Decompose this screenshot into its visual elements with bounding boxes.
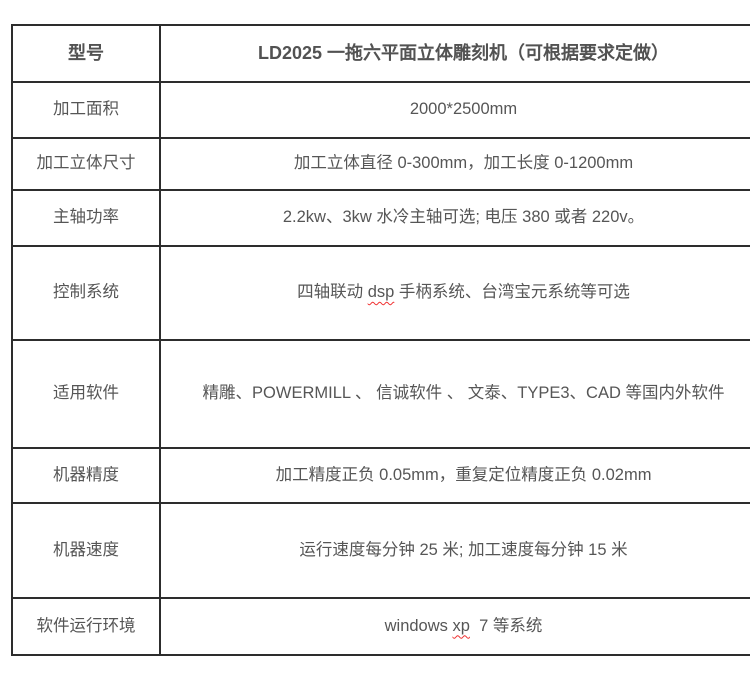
row-value-precision: 加工精度正负 0.05mm，重复定位精度正负 0.02mm [159, 447, 750, 504]
table-row-work-area: 加工面积 2000*2500mm [11, 81, 750, 139]
row-value-text: 加工精度正负 0.05mm，重复定位精度正负 0.02mm [275, 465, 652, 484]
model-title-cell: LD2025 一拖六平面立体雕刻机（可根据要求定做） [159, 24, 750, 83]
row-label-text: 软件运行环境 [36, 616, 136, 635]
spellcheck-word: dsp [367, 283, 395, 302]
spellcheck-word: xp [452, 616, 470, 635]
row-value-text: 运行速度每分钟 25 米; 加工速度每分钟 15 米 [299, 540, 628, 559]
row-label-speed: 机器速度 [11, 502, 161, 599]
table-row-software: 适用软件 精雕、POWERMILL 、 信诚软件 、 文泰、TYPE3、CAD … [11, 339, 750, 449]
row-label-text: 加工面积 [53, 100, 119, 119]
row-label-text: 适用软件 [53, 384, 119, 403]
row-label-text: 机器速度 [53, 540, 119, 559]
table-row-os-environment: 软件运行环境 windows xp 7 等系统 [11, 597, 750, 656]
row-value-spindle-power: 2.2kw、3kw 水冷主轴可选; 电压 380 或者 220v。 [159, 189, 750, 247]
row-label-text: 加工立体尺寸 [36, 154, 136, 173]
row-label-3d-size: 加工立体尺寸 [11, 137, 161, 191]
row-value-speed: 运行速度每分钟 25 米; 加工速度每分钟 15 米 [159, 502, 750, 599]
row-label-work-area: 加工面积 [11, 81, 161, 139]
machine-spec-table: 型号 LD2025 一拖六平面立体雕刻机（可根据要求定做） 加工面积 2000*… [11, 24, 750, 656]
row-value-text: 加工立体直径 0-300mm，加工长度 0-1200mm [293, 154, 634, 173]
row-value-software: 精雕、POWERMILL 、 信诚软件 、 文泰、TYPE3、CAD 等国内外软… [159, 339, 750, 449]
table-row-model: 型号 LD2025 一拖六平面立体雕刻机（可根据要求定做） [11, 24, 750, 83]
row-label-os-environment: 软件运行环境 [11, 597, 161, 656]
row-value-text-post: 手柄系统、台湾宝元系统等可选 [394, 283, 630, 302]
row-label-spindle-power: 主轴功率 [11, 189, 161, 247]
row-value-text: 2000*2500mm [409, 100, 518, 119]
row-value-text: 精雕、POWERMILL 、 信诚软件 、 文泰、TYPE3、CAD 等国内外软… [202, 384, 725, 403]
row-value-text-pre: 四轴联动 [297, 283, 368, 302]
row-value-os-environment: windows xp 7 等系统 [159, 597, 750, 656]
row-label-text: 型号 [68, 43, 104, 64]
table-row-speed: 机器速度 运行速度每分钟 25 米; 加工速度每分钟 15 米 [11, 502, 750, 599]
row-label-precision: 机器精度 [11, 447, 161, 504]
row-label-control-system: 控制系统 [11, 245, 161, 341]
row-label-model: 型号 [11, 24, 161, 83]
table-row-spindle-power: 主轴功率 2.2kw、3kw 水冷主轴可选; 电压 380 或者 220v。 [11, 189, 750, 247]
table-row-control-system: 控制系统 四轴联动 dsp 手柄系统、台湾宝元系统等可选 [11, 245, 750, 341]
row-label-text: 机器精度 [53, 465, 119, 484]
row-label-text: 控制系统 [53, 283, 119, 302]
row-value-text-post: 7 等系统 [469, 616, 543, 635]
table-row-3d-size: 加工立体尺寸 加工立体直径 0-300mm，加工长度 0-1200mm [11, 137, 750, 191]
row-label-software: 适用软件 [11, 339, 161, 449]
row-value-text: 2.2kw、3kw 水冷主轴可选; 电压 380 或者 220v。 [282, 208, 645, 227]
row-label-text: 主轴功率 [53, 208, 119, 227]
table-row-precision: 机器精度 加工精度正负 0.05mm，重复定位精度正负 0.02mm [11, 447, 750, 504]
row-value-text-pre: windows [384, 616, 453, 635]
model-title-text: LD2025 一拖六平面立体雕刻机（可根据要求定做） [257, 43, 670, 64]
row-value-control-system: 四轴联动 dsp 手柄系统、台湾宝元系统等可选 [159, 245, 750, 341]
row-value-work-area: 2000*2500mm [159, 81, 750, 139]
row-value-3d-size: 加工立体直径 0-300mm，加工长度 0-1200mm [159, 137, 750, 191]
